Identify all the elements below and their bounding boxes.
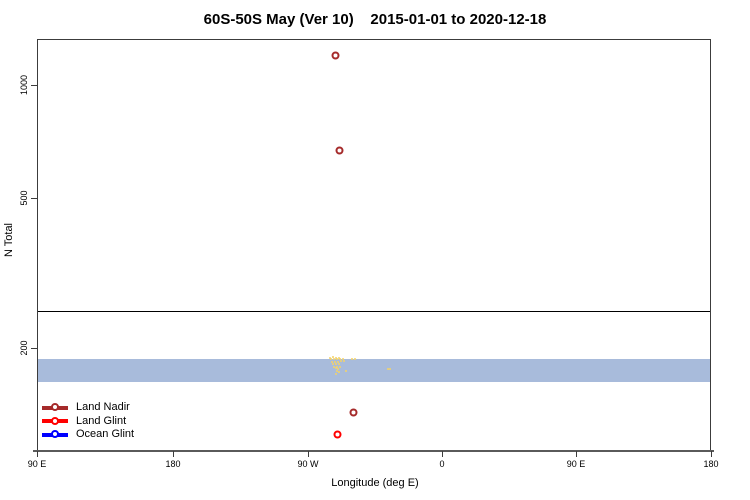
- data-point-land-nadir: [331, 51, 340, 60]
- legend-label: Land Glint: [76, 414, 127, 427]
- yellow-scatter-mark: [337, 362, 340, 365]
- reference-line: [38, 311, 710, 313]
- yellow-scatter-mark: [344, 370, 347, 373]
- y-axis-tick: [31, 347, 37, 349]
- yellow-scatter-mark: [337, 368, 340, 371]
- yellow-scatter-mark: [350, 357, 353, 360]
- yellow-scatter-mark: [341, 357, 344, 360]
- x-axis-tick-label: 180: [165, 459, 181, 469]
- yellow-scatter-mark: [333, 358, 335, 361]
- yellow-scatter-mark: [339, 357, 341, 360]
- yellow-scatter-mark: [336, 358, 338, 361]
- yellow-scatter-mark: [331, 355, 334, 358]
- x-axis-tick: [711, 451, 712, 457]
- x-axis-tick: [575, 451, 577, 457]
- yellow-scatter-mark: [334, 373, 337, 376]
- x-axis-tick: [442, 451, 443, 457]
- legend-item: Land Nadir: [42, 401, 134, 415]
- x-axis-tick: [173, 451, 174, 457]
- ocean-glint-band: [38, 358, 710, 382]
- yellow-scatter-mark: [336, 370, 338, 373]
- legend-marker-icon: [42, 403, 68, 413]
- x-axis-title: Longitude (deg E): [331, 477, 419, 489]
- y-axis-tick-label: 500: [19, 190, 29, 206]
- yellow-scatter-mark: [334, 367, 337, 370]
- x-axis-tick: [37, 451, 38, 457]
- yellow-scatter-mark: [334, 362, 337, 365]
- x-axis-tick: [308, 451, 309, 457]
- legend-marker-icon: [42, 416, 68, 426]
- legend-circle-icon: [50, 430, 59, 439]
- yellow-scatter-mark: [386, 368, 389, 371]
- yellow-scatter-mark: [331, 362, 334, 365]
- y-axis-tick-label: 1000: [19, 75, 29, 96]
- yellow-scatter-mark: [334, 361, 337, 364]
- yellow-scatter-mark: [328, 356, 331, 359]
- legend-item: Land Glint: [42, 415, 134, 429]
- yellow-scatter-mark: [331, 361, 334, 364]
- legend-item: Ocean Glint: [42, 428, 134, 442]
- yellow-scatter-mark: [334, 356, 337, 359]
- yellow-scatter-mark: [343, 360, 346, 363]
- y-axis-tick: [31, 198, 37, 200]
- yellow-scatter-mark: [337, 361, 340, 364]
- yellow-scatter-mark: [333, 365, 335, 368]
- data-point-land-nadir: [349, 408, 358, 417]
- yellow-scatter-mark: [389, 368, 392, 371]
- legend-marker-icon: [42, 430, 68, 440]
- y-axis-title: N Total: [3, 222, 15, 258]
- legend-label: Land Nadir: [76, 401, 130, 413]
- x-axis-tick-label: 90 E: [566, 459, 586, 469]
- x-axis-tick-label: 0: [439, 459, 445, 469]
- legend-circle-icon: [50, 416, 59, 425]
- chart-title: 60S-50S May (Ver 10) 2015-01-01 to 2020-…: [203, 11, 547, 28]
- legend-circle-icon: [50, 403, 59, 412]
- plot-area: [37, 39, 711, 451]
- data-point-land-nadir: [335, 146, 344, 155]
- data-point-land-glint: [333, 430, 342, 439]
- yellow-scatter-mark: [339, 366, 341, 369]
- yellow-scatter-mark: [336, 365, 338, 368]
- x-axis-tick-label: 180: [703, 459, 719, 469]
- yellow-scatter-mark: [353, 357, 356, 360]
- x-axis-line: [33, 450, 714, 452]
- x-axis-tick-label: 90 E: [27, 459, 47, 469]
- legend: Land Nadir Land Glint Ocean Glint: [42, 401, 134, 442]
- yellow-scatter-mark: [337, 356, 340, 359]
- yellow-scatter-mark: [337, 371, 340, 374]
- y-axis-tick-label: 200: [19, 340, 29, 356]
- y-axis-tick: [31, 85, 37, 87]
- legend-label: Ocean Glint: [76, 428, 135, 440]
- yellow-scatter-mark: [330, 358, 332, 361]
- yellow-scatter-mark: [340, 360, 343, 363]
- x-axis-tick-label: 90 W: [297, 459, 319, 469]
